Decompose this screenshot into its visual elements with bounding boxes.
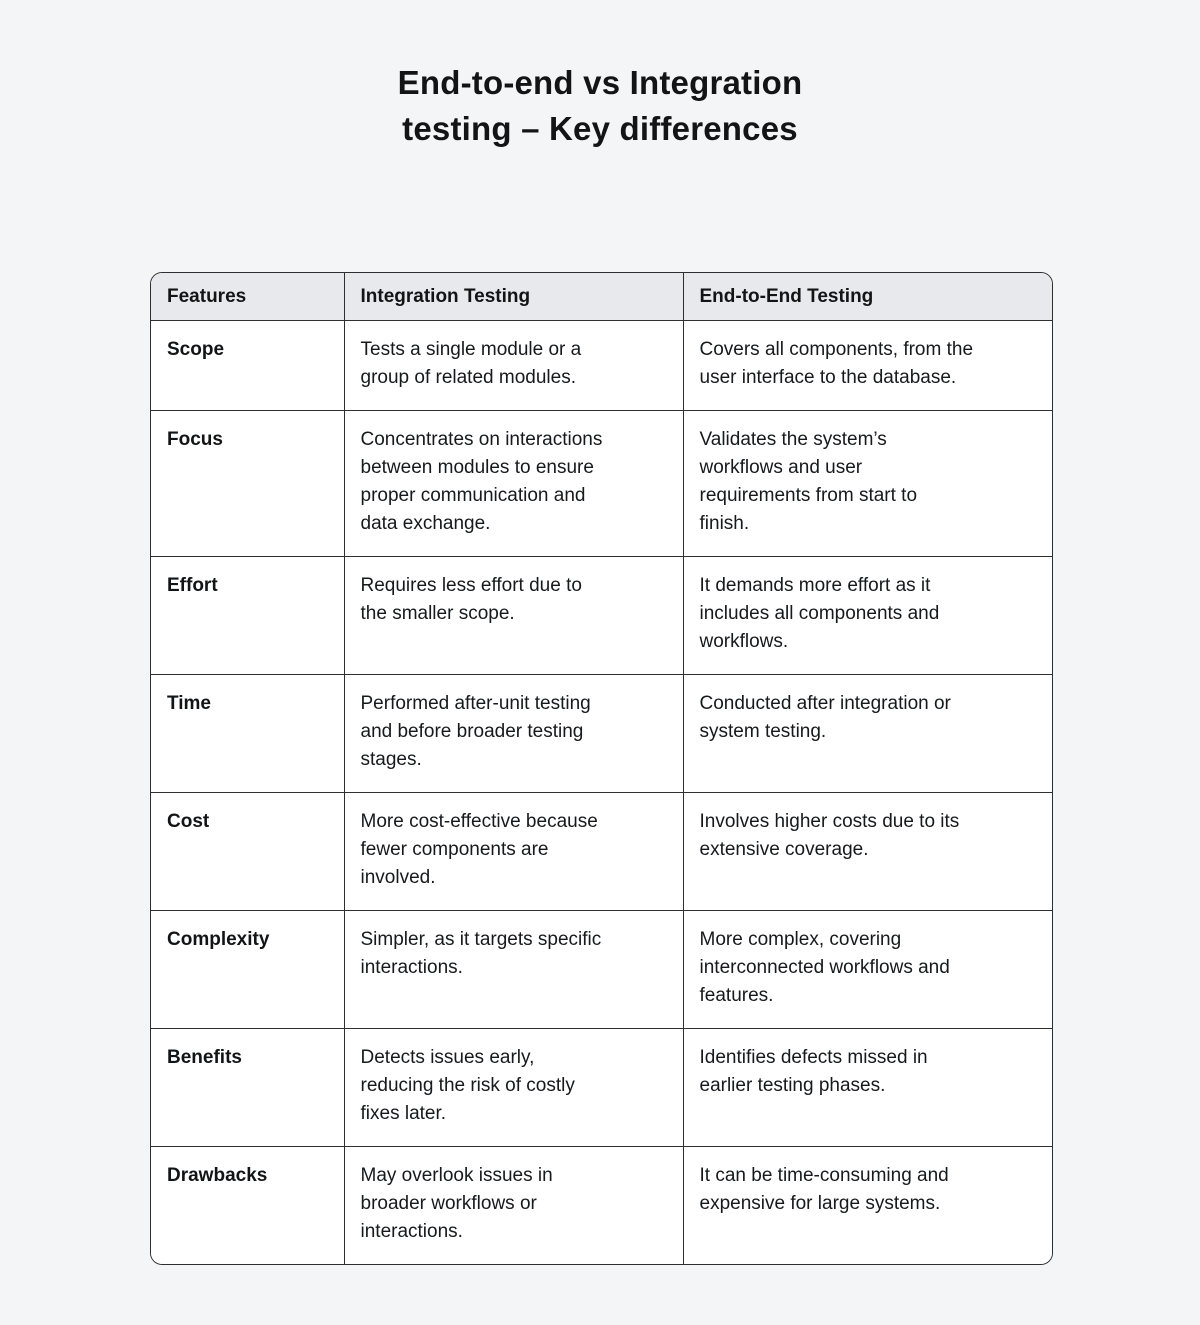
table-row-cost: Cost More cost-effective because fewer c… bbox=[151, 792, 1052, 911]
feature-cell: Drawbacks bbox=[151, 1146, 345, 1264]
integration-cell: Performed after-unit testing and before … bbox=[344, 674, 684, 793]
column-header-integration-testing: Integration Testing bbox=[344, 273, 684, 321]
e2e-cell: Covers all components, from the user int… bbox=[683, 320, 1052, 411]
table-row-benefits: Benefits Detects issues early, reducing … bbox=[151, 1028, 1052, 1147]
e2e-cell: Conducted after integration or system te… bbox=[683, 674, 1052, 793]
column-header-end-to-end-testing: End-to-End Testing bbox=[683, 273, 1052, 321]
table-row-focus: Focus Concentrates on interactions betwe… bbox=[151, 410, 1052, 557]
header-row: Features Integration Testing End-to-End … bbox=[151, 273, 1052, 321]
column-header-features: Features bbox=[151, 273, 345, 321]
e2e-cell: Involves higher costs due to its extensi… bbox=[683, 792, 1052, 911]
table-row-effort: Effort Requires less effort due to the s… bbox=[151, 556, 1052, 675]
e2e-cell: Validates the system’s workflows and use… bbox=[683, 410, 1052, 557]
feature-cell: Effort bbox=[151, 556, 345, 675]
table-body: Scope Tests a single module or a group o… bbox=[151, 320, 1052, 1264]
integration-cell: Tests a single module or a group of rela… bbox=[344, 320, 684, 411]
table-row-complexity: Complexity Simpler, as it targets specif… bbox=[151, 910, 1052, 1029]
e2e-cell: Identifies defects missed in earlier tes… bbox=[683, 1028, 1052, 1147]
page-title-line1: End-to-end vs Integration bbox=[397, 64, 803, 101]
e2e-cell: It demands more effort as it includes al… bbox=[683, 556, 1052, 675]
integration-cell: More cost-effective because fewer compon… bbox=[344, 792, 684, 911]
integration-cell: Simpler, as it targets specific interact… bbox=[344, 910, 684, 1029]
feature-cell: Scope bbox=[151, 320, 345, 411]
integration-cell: Concentrates on interactions between mod… bbox=[344, 410, 684, 557]
table-row-drawbacks: Drawbacks May overlook issues in broader… bbox=[151, 1146, 1052, 1264]
page-title-line2: testing – Key differences bbox=[402, 110, 798, 147]
integration-cell: Detects issues early, reducing the risk … bbox=[344, 1028, 684, 1147]
e2e-cell: More complex, covering interconnected wo… bbox=[683, 910, 1052, 1029]
feature-cell: Complexity bbox=[151, 910, 345, 1029]
feature-cell: Cost bbox=[151, 792, 345, 911]
integration-cell: Requires less effort due to the smaller … bbox=[344, 556, 684, 675]
table-row-scope: Scope Tests a single module or a group o… bbox=[151, 320, 1052, 411]
e2e-cell: It can be time-consuming and expensive f… bbox=[683, 1146, 1052, 1264]
comparison-table-container: Features Integration Testing End-to-End … bbox=[150, 272, 1053, 1265]
integration-cell: May overlook issues in broader workflows… bbox=[344, 1146, 684, 1264]
feature-cell: Focus bbox=[151, 410, 345, 557]
feature-cell: Time bbox=[151, 674, 345, 793]
table-row-time: Time Performed after-unit testing and be… bbox=[151, 674, 1052, 793]
page-title: End-to-end vs Integration testing – Key d… bbox=[0, 60, 1200, 152]
comparison-table: Features Integration Testing End-to-End … bbox=[151, 273, 1052, 1264]
feature-cell: Benefits bbox=[151, 1028, 345, 1147]
